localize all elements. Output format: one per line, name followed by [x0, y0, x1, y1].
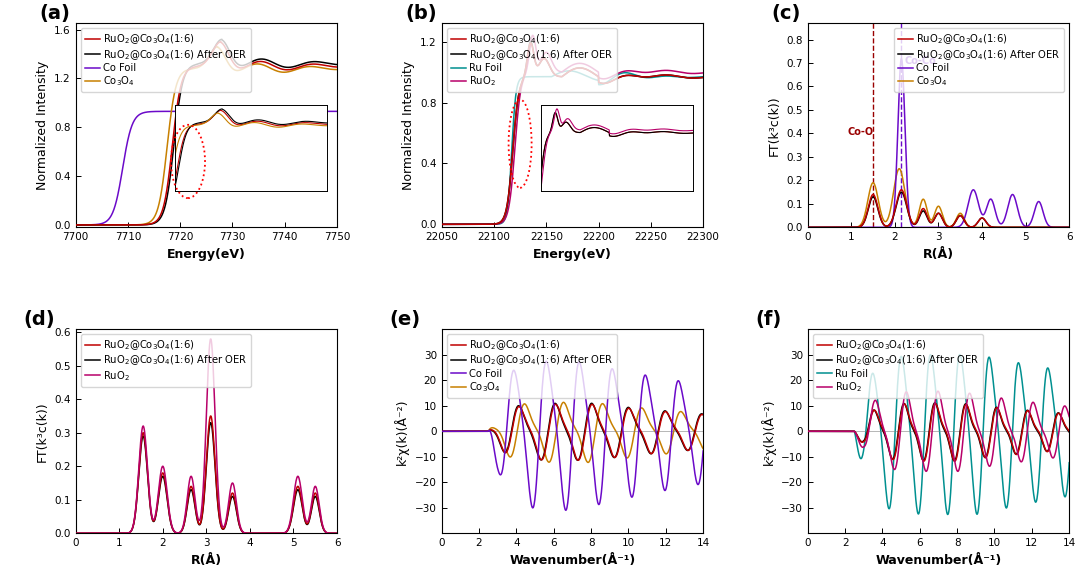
Y-axis label: FT(k³c(k)): FT(k³c(k))	[36, 401, 49, 462]
Legend: RuO$_2$@Co$_3$O$_4$(1:6), RuO$_2$@Co$_3$O$_4$(1:6) After OER, Ru Foil, RuO$_2$: RuO$_2$@Co$_3$O$_4$(1:6), RuO$_2$@Co$_3$…	[813, 335, 983, 398]
X-axis label: R(Å): R(Å)	[923, 248, 954, 261]
Y-axis label: FT(k³c(k)): FT(k³c(k))	[768, 95, 781, 156]
Text: (d): (d)	[24, 310, 55, 329]
Text: (a): (a)	[39, 4, 70, 23]
Y-axis label: k²χ(k)(Å⁻²): k²χ(k)(Å⁻²)	[394, 398, 409, 465]
Text: (c): (c)	[771, 4, 800, 23]
Text: (b): (b)	[405, 4, 436, 23]
X-axis label: Wavenumber(Å⁻¹): Wavenumber(Å⁻¹)	[875, 554, 1001, 567]
Legend: RuO$_2$@Co$_3$O$_4$(1:6), RuO$_2$@Co$_3$O$_4$(1:6) After OER, RuO$_2$: RuO$_2$@Co$_3$O$_4$(1:6), RuO$_2$@Co$_3$…	[81, 335, 251, 387]
Y-axis label: Normalized Intensity: Normalized Intensity	[402, 61, 415, 190]
Y-axis label: k²χ(k)(Å⁻²): k²χ(k)(Å⁻²)	[760, 398, 775, 465]
X-axis label: Wavenumber(Å⁻¹): Wavenumber(Å⁻¹)	[510, 554, 635, 567]
Legend: RuO$_2$@Co$_3$O$_4$(1:6), RuO$_2$@Co$_3$O$_4$(1:6) After OER, Co Foil, Co$_3$O$_: RuO$_2$@Co$_3$O$_4$(1:6), RuO$_2$@Co$_3$…	[447, 335, 617, 398]
Text: (f): (f)	[755, 310, 782, 329]
X-axis label: Energy(eV): Energy(eV)	[532, 248, 612, 261]
Legend: RuO$_2$@Co$_3$O$_4$(1:6), RuO$_2$@Co$_3$O$_4$(1:6) After OER, Co Foil, Co$_3$O$_: RuO$_2$@Co$_3$O$_4$(1:6), RuO$_2$@Co$_3$…	[81, 29, 251, 93]
Legend: RuO$_2$@Co$_3$O$_4$(1:6), RuO$_2$@Co$_3$O$_4$(1:6) After OER, Ru Foil, RuO$_2$: RuO$_2$@Co$_3$O$_4$(1:6), RuO$_2$@Co$_3$…	[447, 29, 617, 93]
Y-axis label: Normalized Intensity: Normalized Intensity	[36, 61, 49, 190]
X-axis label: Energy(eV): Energy(eV)	[167, 248, 246, 261]
Legend: RuO$_2$@Co$_3$O$_4$(1:6), RuO$_2$@Co$_3$O$_4$(1:6) After OER, Co Foil, Co$_3$O$_: RuO$_2$@Co$_3$O$_4$(1:6), RuO$_2$@Co$_3$…	[894, 29, 1064, 93]
X-axis label: R(Å): R(Å)	[191, 554, 221, 567]
Text: (e): (e)	[390, 310, 420, 329]
Text: Co-O: Co-O	[848, 127, 874, 137]
Text: Co-Co: Co-Co	[904, 56, 936, 66]
